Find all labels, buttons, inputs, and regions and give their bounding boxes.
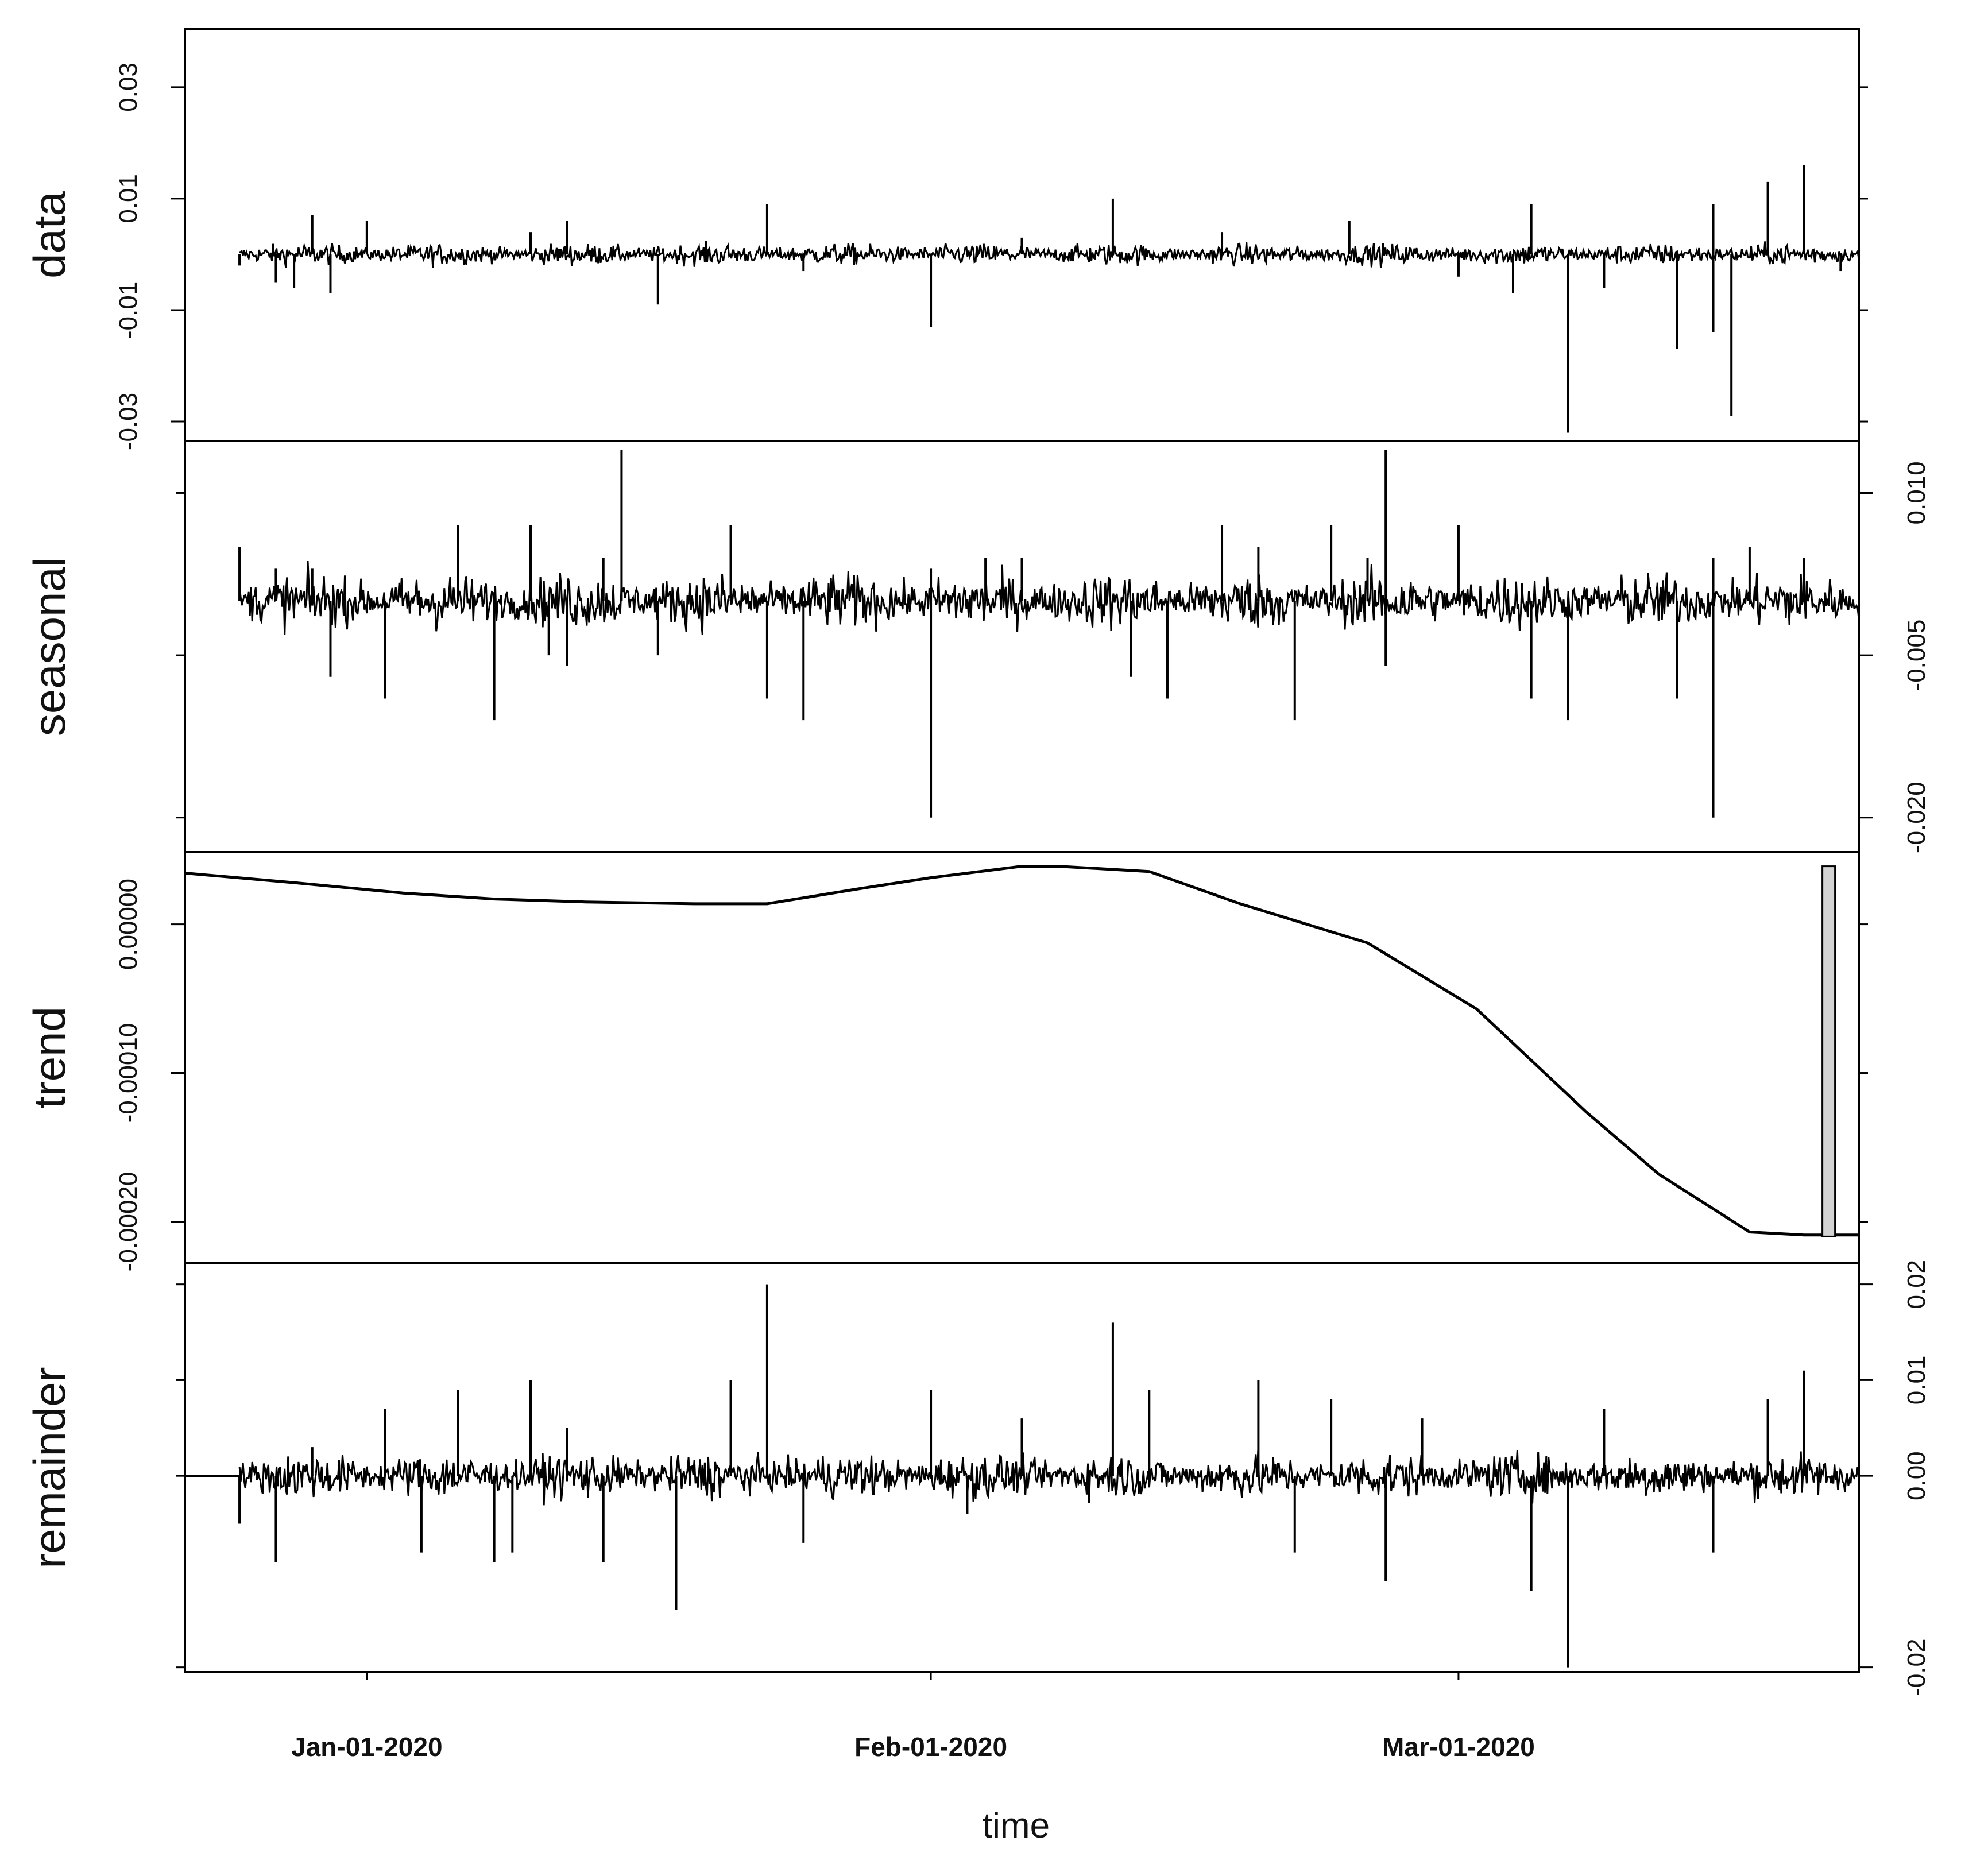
x-tick-label-1: Feb-01-2020 (854, 1732, 1007, 1762)
y-tick-label-data-2: 0.01 (114, 174, 142, 223)
panel-frame-seasonal (184, 440, 1860, 853)
y-tick-label-remainder-2: 0.01 (1902, 1356, 1931, 1405)
series-noise-remainder (238, 1450, 1860, 1506)
y-tick-label-trend-0: -0.00020 (114, 1172, 142, 1272)
panel-frame-trend (184, 851, 1860, 1264)
y-tick-label-remainder-3: 0.02 (1902, 1260, 1931, 1309)
y-tick-label-data-3: 0.03 (114, 63, 142, 112)
y-tick-label-remainder-1: 0.00 (1902, 1451, 1931, 1500)
y-tick-label-seasonal-1: -0.005 (1902, 620, 1931, 691)
panel-label-trend: trend (24, 1007, 75, 1109)
y-tick-label-seasonal-0: -0.020 (1902, 782, 1931, 853)
x-tick-label-2: Mar-01-2020 (1382, 1732, 1535, 1762)
panel-label-data: data (24, 191, 75, 278)
series-noise-seasonal (238, 561, 1860, 635)
panel-label-remainder: remainder (24, 1367, 75, 1568)
x-axis-label: time (983, 1806, 1050, 1846)
panel-frame-remainder (184, 1262, 1860, 1673)
y-tick-label-data-0: -0.03 (114, 393, 142, 450)
y-tick-label-trend-2: 0.00000 (114, 879, 142, 970)
y-tick-label-remainder-0: -0.02 (1902, 1639, 1931, 1696)
x-tick-label-0: Jan-01-2020 (291, 1732, 442, 1762)
panel-label-seasonal: seasonal (24, 557, 75, 736)
y-tick-label-seasonal-2: 0.010 (1902, 461, 1931, 524)
y-tick-label-data-1: -0.01 (114, 281, 142, 339)
trend-line (184, 865, 1859, 1237)
series-noise-data (239, 241, 1860, 268)
y-tick-label-trend-1: -0.00010 (114, 1023, 142, 1123)
panel-frame-data (184, 28, 1860, 442)
trend-range-bar (1821, 865, 1836, 1237)
